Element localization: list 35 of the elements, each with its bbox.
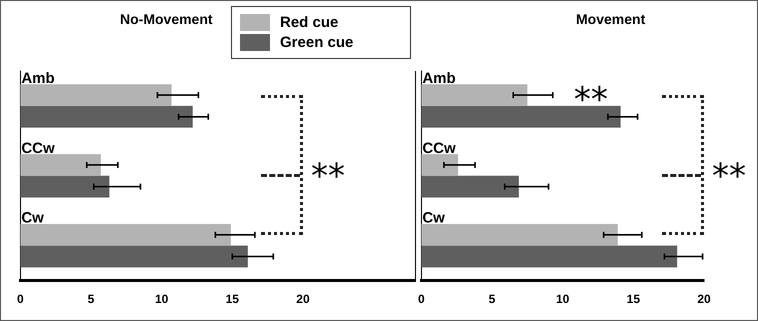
annotation: ** [310,156,345,197]
y-tick-label: Cw [422,210,446,227]
x-tick-label: 10 [154,292,169,306]
x-tick-label: 0 [16,292,24,306]
bar [421,246,678,268]
text: ** [712,156,746,197]
legend-label: Green cue [280,34,354,51]
x-tick-label: 5 [488,292,496,306]
legend-label: Red cue [280,14,338,31]
bar [421,224,618,246]
bar [421,154,458,176]
y-tick-label: CCw [422,140,456,157]
bar [20,224,231,246]
x-tick-label: 10 [556,292,570,306]
bar [421,84,528,106]
x-tick-label: 20 [296,292,310,306]
bar [20,176,110,198]
x-tick-label: 15 [626,292,640,306]
chart-title: No-Movement [120,11,213,27]
y-tick-label: Cw [21,210,44,227]
bar [20,154,101,176]
x-tick-label: 20 [697,292,711,306]
annotation: ** [574,80,608,120]
chart-title: Movement [576,11,646,27]
bar [421,106,621,128]
y-tick-label: CCw [21,140,55,157]
x-tick-label: 0 [418,292,425,306]
bar [20,106,193,128]
x-tick-label: 15 [226,292,240,306]
bar [421,176,519,198]
y-tick-label: Amb [422,70,456,87]
x-tick-label: 5 [88,292,95,306]
bar [20,84,172,106]
y-tick-label: Amb [21,70,55,87]
bar [20,246,248,268]
